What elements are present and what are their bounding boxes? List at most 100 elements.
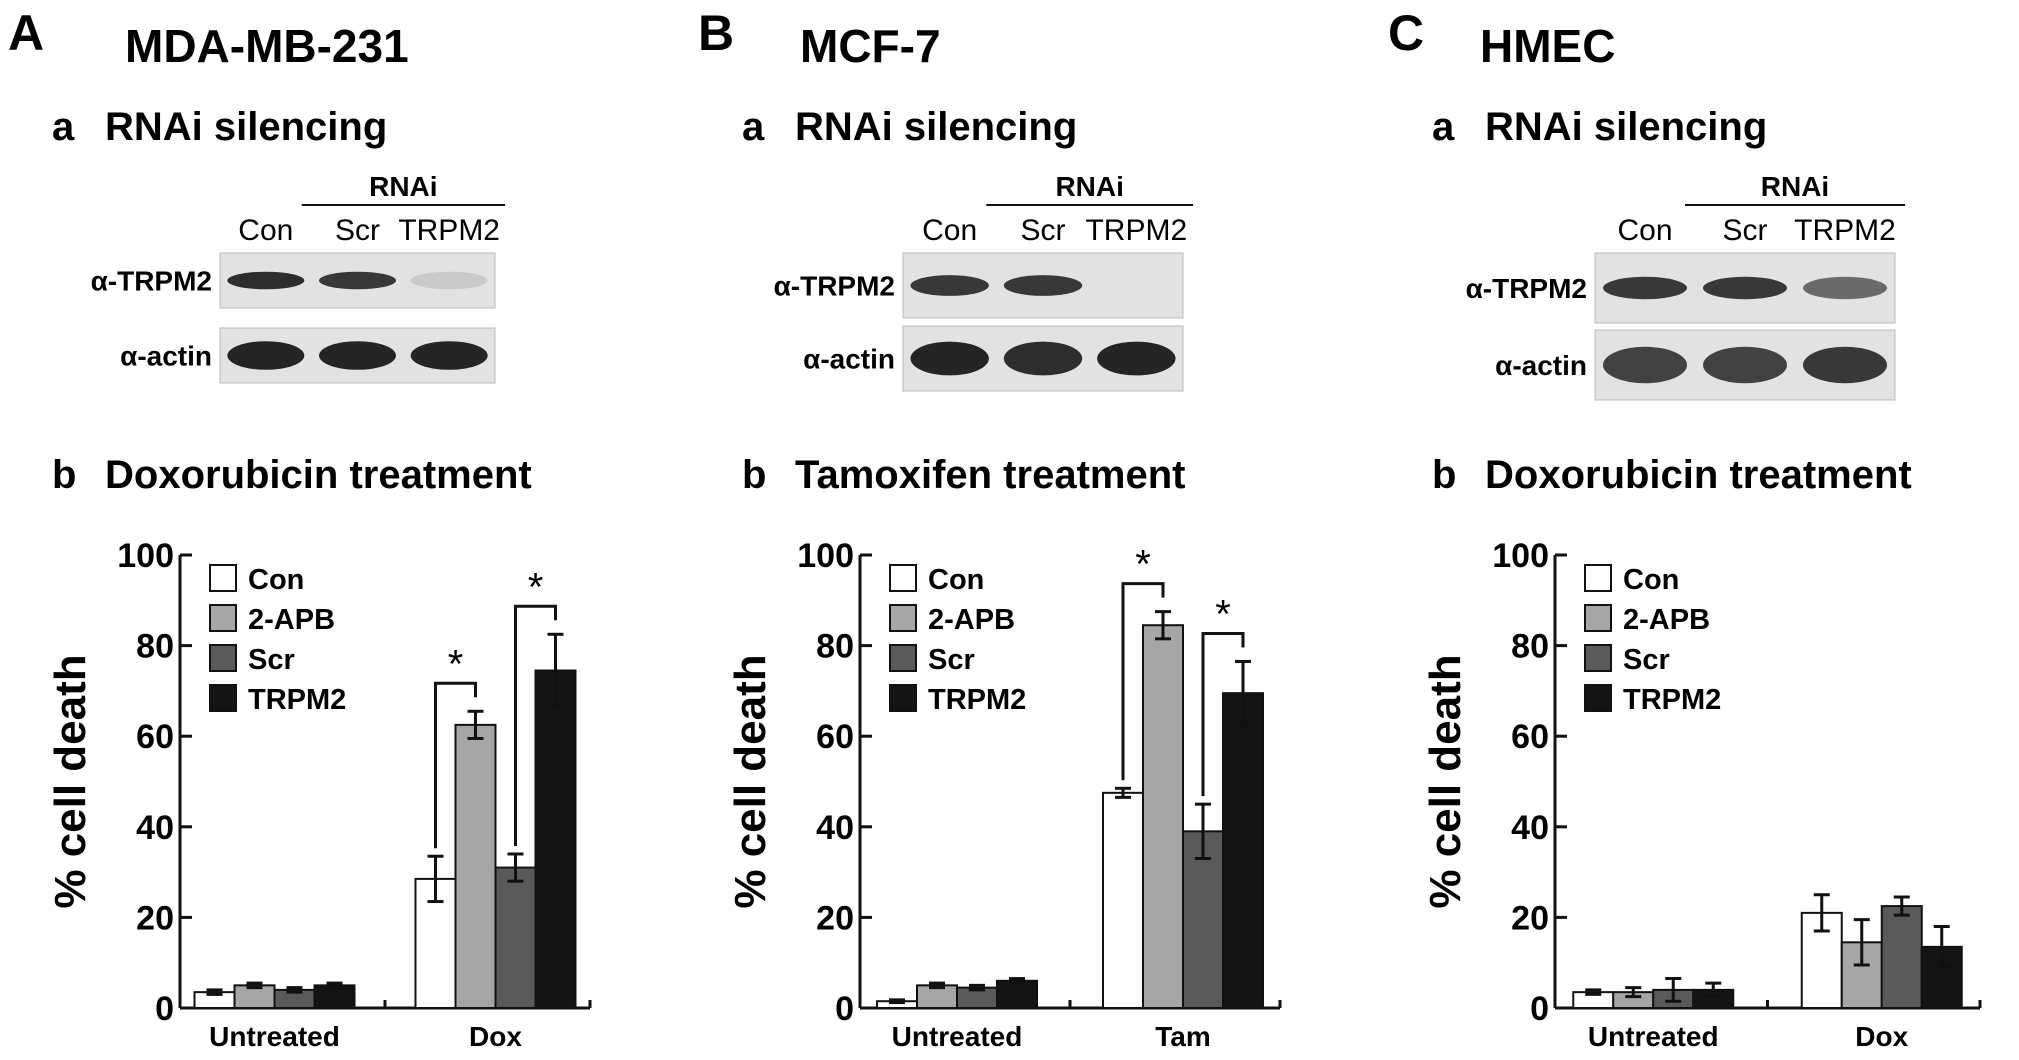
- antibody-label: α-actin: [803, 344, 895, 375]
- y-tick-label: 100: [1492, 537, 1549, 575]
- y-axis-title: % cell death: [726, 654, 775, 908]
- x-category-label: Untreated: [1588, 1021, 1719, 1052]
- bar: [454, 723, 497, 1009]
- bar: [1102, 791, 1144, 1010]
- blot-band: [1703, 276, 1787, 300]
- rnai-label: RNAi: [1761, 171, 1829, 202]
- legend-label: TRPM2: [248, 684, 346, 716]
- panel-a: A MDA-MB-231 a RNAi silencing RNAi Con Scr TRPM…: [8, 5, 532, 497]
- blot-band: [1803, 346, 1887, 384]
- bar-chart-1: 0 20 40 60 80 100 % cell death Untreated Dox * * Co…: [46, 537, 592, 1052]
- significance-star: *: [448, 642, 464, 686]
- lane-label: TRPM2: [398, 214, 500, 247]
- legend-label: Con: [928, 564, 984, 596]
- chart-heading: Doxorubicin treatment: [105, 453, 532, 497]
- y-tick-label: 80: [1511, 628, 1549, 666]
- blot-band: [227, 341, 305, 370]
- y-tick-label: 0: [155, 990, 174, 1028]
- rnai-label: RNAi: [369, 171, 437, 202]
- significance-bracket: [1201, 631, 1245, 797]
- legend-swatch: [1584, 684, 1612, 712]
- legend-swatch: [1584, 644, 1612, 672]
- legend-label: Con: [1623, 564, 1679, 596]
- cell-line-title: MDA-MB-231: [125, 20, 409, 72]
- significance-bracket: [514, 604, 557, 846]
- legend-label: 2-APB: [248, 604, 335, 636]
- lane-label: Scr: [335, 214, 380, 247]
- significance-bracket: [1121, 582, 1165, 781]
- blot-band: [410, 341, 488, 370]
- y-tick-label: 80: [816, 628, 854, 666]
- x-category-label: Tam: [1155, 1021, 1211, 1052]
- panel-letter: C: [1388, 5, 1424, 61]
- bar: [996, 979, 1038, 1010]
- chart-heading: Doxorubicin treatment: [1485, 453, 1912, 497]
- y-tick-label: 60: [136, 718, 174, 756]
- y-tick-label: 60: [816, 718, 854, 756]
- significance-star: *: [1135, 543, 1151, 587]
- bar-chart-2: 0 20 40 60 80 100 % cell death Untreated Tam * * Co…: [726, 537, 1282, 1052]
- lane-label: Con: [1617, 214, 1672, 247]
- bar-chart-3: 0 20 40 60 80 100 % cell death Untreated Dox Con 2…: [1421, 537, 1982, 1052]
- x-category-label: Dox: [469, 1021, 522, 1052]
- legend-swatch: [209, 684, 237, 712]
- blot-heading: RNAi silencing: [105, 105, 387, 149]
- blot-band: [319, 341, 396, 370]
- subpanel-a-letter: a: [1432, 105, 1455, 149]
- significance-star: *: [528, 565, 544, 609]
- bar: [1182, 830, 1224, 1010]
- blot-band: [1703, 346, 1787, 384]
- significance-bracket: [434, 681, 477, 849]
- bar: [1800, 911, 1843, 1009]
- rnai-label: RNAi: [1055, 171, 1123, 202]
- significance-star: *: [1215, 592, 1231, 636]
- y-tick-label: 40: [1511, 809, 1549, 847]
- y-tick-label: 100: [797, 537, 854, 575]
- y-tick-label: 40: [816, 809, 854, 847]
- y-tick-label: 20: [136, 899, 174, 937]
- subpanel-b-letter: b: [742, 453, 766, 497]
- y-axis-title: % cell death: [46, 654, 95, 908]
- blot-band: [227, 271, 305, 290]
- blot-band: [1003, 341, 1083, 376]
- bar: [534, 669, 577, 1009]
- bar: [1142, 624, 1184, 1010]
- legend-swatch: [889, 604, 917, 632]
- lane-label: Con: [922, 214, 977, 247]
- antibody-label: α-actin: [1495, 350, 1587, 381]
- legend-label: TRPM2: [928, 684, 1026, 716]
- blot-band: [910, 275, 989, 296]
- blot-band: [1803, 276, 1887, 300]
- subpanel-a-letter: a: [52, 105, 75, 149]
- y-tick-label: 0: [835, 990, 854, 1028]
- legend-label: Con: [248, 564, 304, 596]
- panel-c: C HMEC a RNAi silencing RNAi Con Scr TRPM2 α-TRP…: [1388, 5, 1912, 497]
- antibody-label: α-actin: [120, 341, 212, 372]
- x-category-label: Untreated: [892, 1021, 1023, 1052]
- bar: [494, 866, 537, 1009]
- blot-band: [1003, 275, 1083, 296]
- cell-line-title: HMEC: [1480, 20, 1615, 72]
- lane-label: Scr: [1021, 214, 1066, 247]
- blot-band: [910, 341, 989, 376]
- legend-swatch: [889, 564, 917, 592]
- y-tick-label: 20: [1511, 899, 1549, 937]
- lane-label: TRPM2: [1794, 214, 1896, 247]
- legend-swatch: [209, 604, 237, 632]
- subpanel-b-letter: b: [52, 453, 76, 497]
- antibody-label: α-TRPM2: [774, 271, 895, 302]
- legend-swatch: [889, 684, 917, 712]
- y-tick-label: 40: [136, 809, 174, 847]
- subpanel-b-letter: b: [1432, 453, 1456, 497]
- panel-b: B MCF-7 a RNAi silencing RNAi Con Scr TRPM2 α-TR…: [698, 5, 1193, 497]
- x-category-label: Dox: [1855, 1021, 1908, 1052]
- y-tick-label: 20: [816, 899, 854, 937]
- panel-letter: A: [8, 5, 44, 61]
- blot-heading: RNAi silencing: [1485, 105, 1767, 149]
- legend-label: TRPM2: [1623, 684, 1721, 716]
- bar: [1880, 905, 1923, 1010]
- blot-band: [410, 271, 488, 290]
- blot-band: [1097, 341, 1176, 376]
- legend-label: 2-APB: [928, 604, 1015, 636]
